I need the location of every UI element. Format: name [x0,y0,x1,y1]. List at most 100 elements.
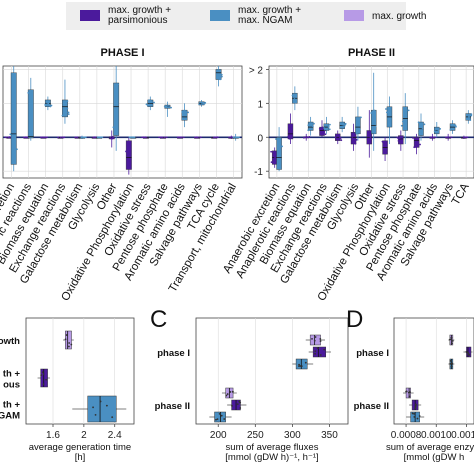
data-point [144,136,147,139]
data-point [319,340,322,342]
data-point [450,365,453,368]
x-tick-label: 200 [210,430,227,441]
data-point [40,374,43,377]
data-point [372,126,375,128]
data-point [360,116,362,119]
data-point [131,136,133,139]
data-point [153,101,155,104]
data-point [400,124,403,127]
data-point [465,350,468,353]
data-point [469,119,472,121]
box [276,137,282,170]
data-point [413,413,415,415]
data-point [165,105,168,108]
data-point [311,337,313,340]
data-point [355,138,358,141]
data-point [84,136,87,139]
row-label: phase II [155,401,190,412]
data-point [127,160,130,163]
data-point [215,136,218,139]
legend-label-ngam: max. growth + [238,5,301,16]
data-point [74,136,77,139]
chart-title: PHASE II [348,47,395,59]
data-point [101,136,104,139]
data-point [450,338,453,341]
data-point [358,128,361,131]
y-tick-label: > 2 [249,65,264,76]
data-point [237,136,239,139]
data-point [470,114,473,117]
data-point [195,136,198,139]
data-point [28,115,31,118]
x-tick-label: 300 [284,430,301,441]
data-point [288,125,291,128]
data-point [336,134,339,136]
data-point [26,136,29,139]
data-point [176,136,179,139]
data-point [272,151,275,154]
data-point [449,129,452,131]
data-point [447,136,449,139]
data-point [450,362,453,364]
data-point [451,340,454,342]
data-point [434,128,437,131]
box [350,131,357,145]
data-point [226,393,229,395]
data-point [82,136,85,139]
data-point [342,125,345,127]
data-point [323,132,326,134]
data-point [450,342,453,345]
data-point [219,78,222,81]
data-point [433,130,436,133]
data-point [217,69,220,71]
data-point [199,136,202,139]
data-point [373,109,375,112]
data-point [132,136,135,139]
legend-swatch-growth [344,10,364,21]
data-point [165,136,168,139]
plot-frame [393,317,474,425]
data-point [388,109,391,112]
data-point [16,148,18,151]
data-point [148,103,151,106]
data-point [236,403,239,406]
x-axis-label: average generation time [29,442,131,453]
data-point [316,347,319,350]
data-point [414,403,417,406]
data-point [112,136,114,139]
data-point [22,136,25,139]
data-point [114,92,117,95]
data-point [200,101,203,104]
data-point [411,412,414,415]
data-point [223,418,226,420]
data-point [314,350,317,353]
data-point [340,126,343,129]
data-point [76,136,79,139]
row-label: GAM [0,411,20,422]
data-point [466,136,468,139]
data-point [42,136,45,139]
data-point [419,125,422,128]
data-point [313,122,315,125]
data-point [370,112,373,114]
x-axis-label: [mmol (gDW h [404,452,465,463]
data-point [277,147,280,150]
data-point [274,156,276,159]
data-point [63,136,66,139]
data-point [323,130,326,133]
data-point [116,118,119,121]
x-axis-label: [h] [75,452,86,463]
data-point [463,136,466,139]
data-point [314,336,317,338]
data-point [113,129,116,132]
data-point [321,126,324,129]
data-point [293,97,296,100]
data-point [368,133,371,136]
data-point [328,123,331,126]
data-point [126,154,129,157]
data-point [231,390,234,393]
data-point [353,139,356,142]
data-point [41,136,44,139]
data-point [125,150,127,153]
